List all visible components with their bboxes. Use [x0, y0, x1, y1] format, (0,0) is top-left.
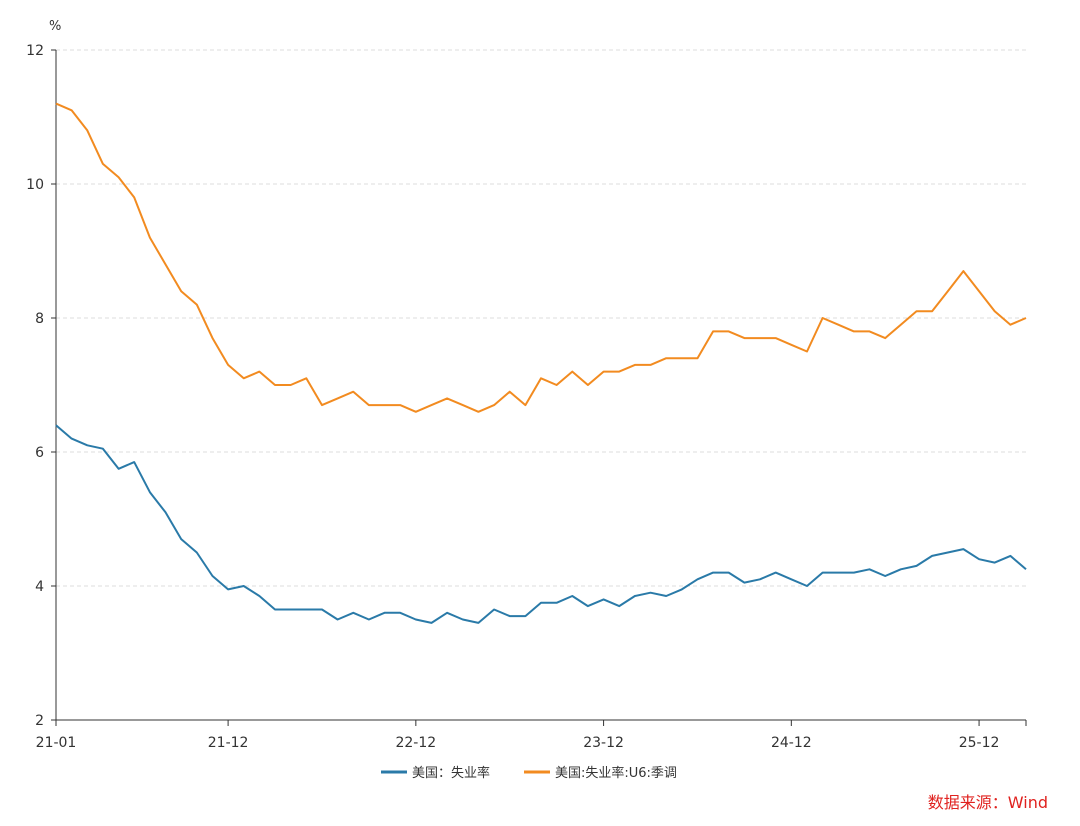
y-tick-labels: 2 4 6 8 10 12: [26, 43, 56, 729]
x-tick-labels: 21-01 21-12 22-12 23-12 24-12 25-12: [36, 720, 1027, 751]
series-line-1: [55, 424, 1027, 624]
x-tick-label: 21-01: [36, 735, 77, 751]
legend: 美国：失业率 美国:失业率:U6:季调: [381, 765, 677, 781]
x-tick-label: 22-12: [395, 735, 436, 751]
series-line-2: [55, 102, 1027, 413]
y-tick-label: 8: [35, 311, 44, 327]
series-lines: [55, 102, 1027, 624]
data-source-note: 数据来源：Wind: [927, 793, 1048, 812]
legend-label: 美国:失业率:U6:季调: [555, 765, 677, 781]
gridlines: [56, 49, 1026, 587]
y-unit-label: %: [49, 19, 61, 34]
x-tick-label: 25-12: [959, 735, 1000, 751]
y-tick-label: 10: [26, 177, 44, 193]
y-tick-label: 2: [35, 713, 44, 729]
y-tick-label: 12: [26, 43, 44, 59]
y-tick-label: 4: [35, 579, 44, 595]
x-tick-label: 21-12: [208, 735, 249, 751]
x-tick-label: 23-12: [583, 735, 624, 751]
x-tick-label: 24-12: [771, 735, 812, 751]
legend-label: 美国：失业率: [412, 765, 490, 781]
axes: [55, 50, 1026, 721]
y-tick-label: 6: [35, 445, 44, 461]
